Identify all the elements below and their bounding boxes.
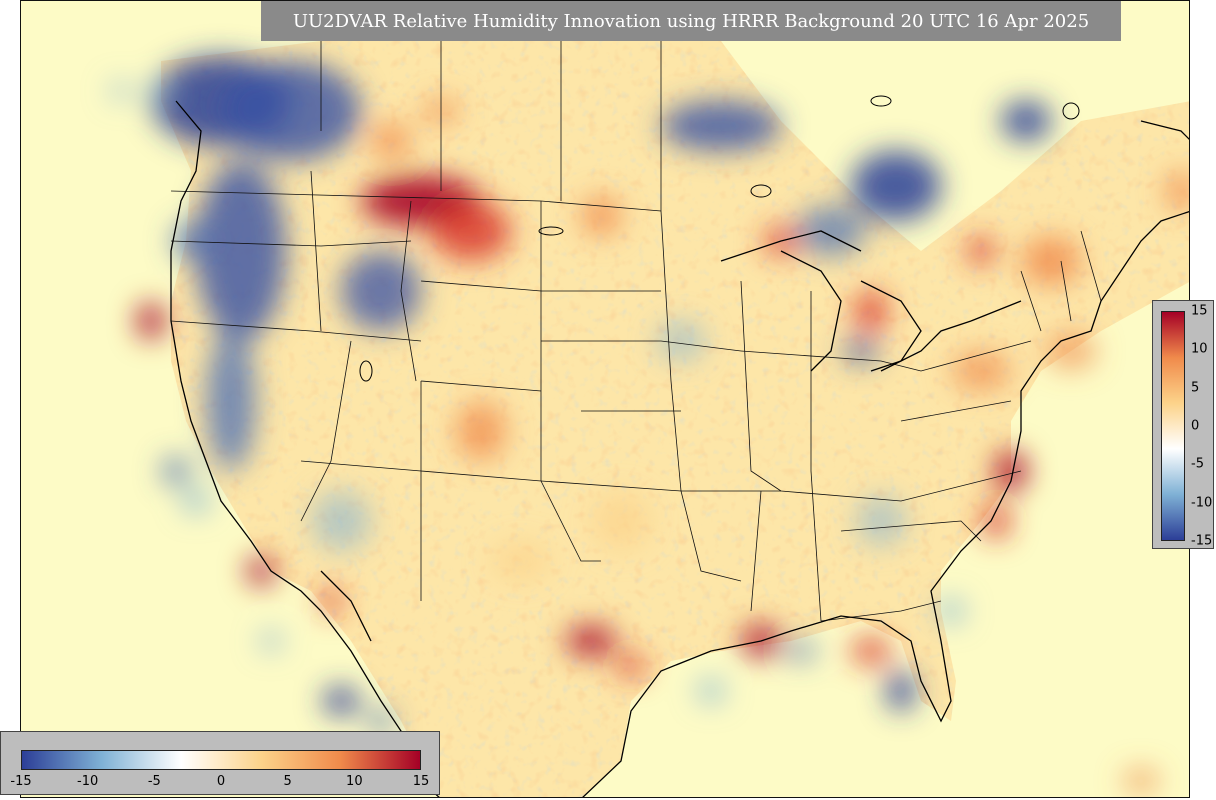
vertical-colorbar-tick: 10 <box>1191 341 1208 357</box>
vertical-colorbar-tick: 15 <box>1191 303 1208 319</box>
vertical-colorbar-tick: 0 <box>1191 418 1200 434</box>
horizontal-colorbar-tick: 0 <box>216 774 226 789</box>
map-title: UU2DVAR Relative Humidity Innovation usi… <box>261 1 1121 41</box>
coastlines <box>170 100 1189 797</box>
lakes <box>359 95 1080 382</box>
vertical-colorbar-tick: -15 <box>1191 533 1213 549</box>
horizontal-colorbar-tick: -15 <box>10 774 32 789</box>
horizontal-colorbar-tick: 15 <box>412 774 430 789</box>
state-boundaries <box>170 41 1102 622</box>
horizontal-colorbar-ramp <box>21 750 421 770</box>
vertical-colorbar-ramp <box>1161 311 1185 541</box>
vertical-colorbar-tick: -5 <box>1191 456 1204 472</box>
horizontal-colorbar-tick: 10 <box>346 774 363 789</box>
horizontal-colorbar-tick: -5 <box>147 774 161 789</box>
vertical-colorbar: 15 10 5 0 -5 -10 -15 <box>1152 300 1214 549</box>
horizontal-colorbar-tick: 5 <box>283 774 292 789</box>
vertical-colorbar-tick: 5 <box>1191 380 1200 396</box>
horizontal-colorbar: -15 -10 -5 0 5 10 15 <box>0 731 440 795</box>
map-panel[interactable]: UU2DVAR Relative Humidity Innovation usi… <box>20 0 1190 798</box>
innovation-blobs <box>109 56 1189 793</box>
vertical-colorbar-tick: -10 <box>1191 495 1213 511</box>
rh-innovation-map <box>21 1 1189 797</box>
horizontal-colorbar-tick: -10 <box>77 774 99 789</box>
